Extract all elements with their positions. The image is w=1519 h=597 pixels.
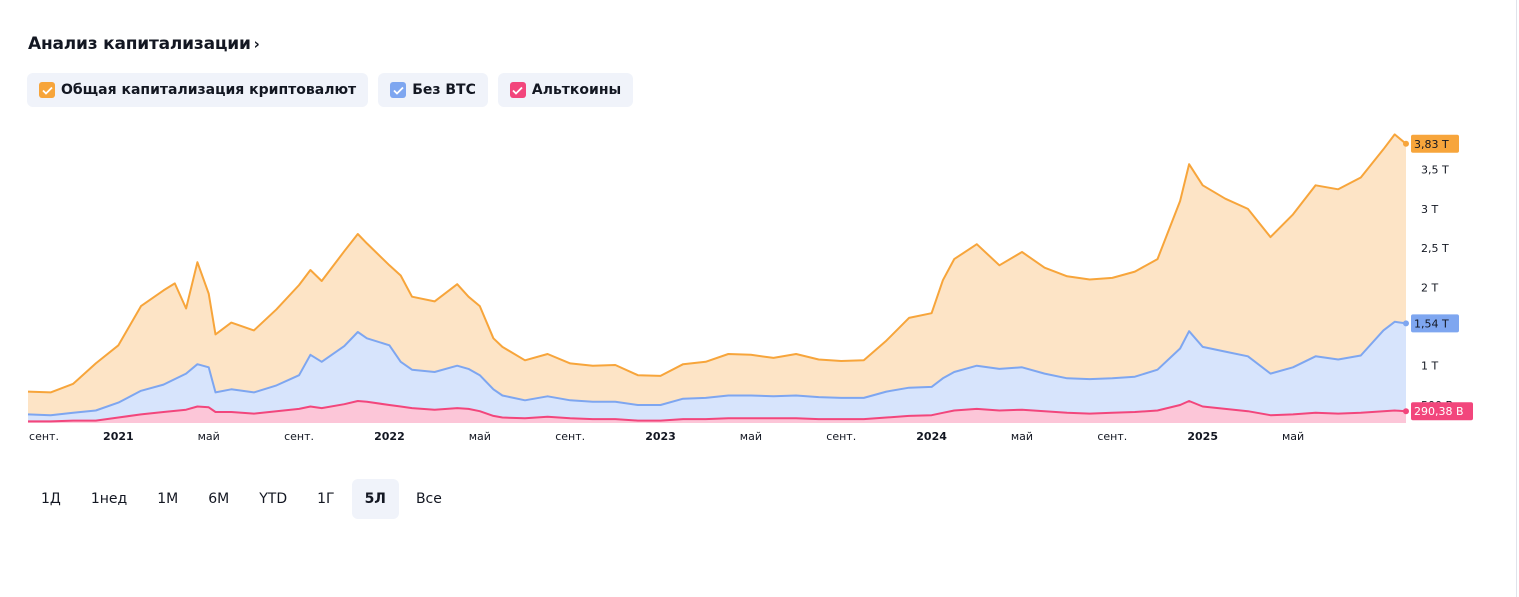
- last-value-badge-no-btc: [1411, 314, 1459, 333]
- x-tick-label: май: [198, 430, 220, 443]
- last-value-badge-altcoins: [1411, 402, 1473, 421]
- last-point-no-btc: [1403, 320, 1409, 327]
- line-no-btc: [27, 320, 1407, 417]
- last-value-label-altcoins: 290,38 B: [1414, 405, 1464, 418]
- legend-toggle-total-cap[interactable]: Общая капитализация криптовалют: [27, 73, 369, 107]
- x-tick-label: 2023: [645, 430, 676, 443]
- range-1y[interactable]: 1Г: [317, 491, 335, 507]
- range-1d[interactable]: 1Д: [41, 491, 61, 507]
- legend-label: Без BTC: [412, 82, 476, 98]
- x-tick-label: сент.: [555, 430, 585, 443]
- last-value-label-no-btc: 1,54 T: [1414, 317, 1449, 330]
- legend-label: Альткоины: [531, 82, 622, 98]
- panel-border: [1516, 0, 1517, 597]
- legend-toggle-altcoins[interactable]: Альткоины: [497, 73, 634, 107]
- x-tick-label: 2024: [916, 430, 947, 443]
- range-6m[interactable]: 6М: [208, 491, 230, 507]
- x-tick-label: 2021: [103, 430, 134, 443]
- line-altcoins: [28, 400, 1407, 423]
- y-tick-label: 3,5 T: [1421, 164, 1449, 177]
- x-tick-label: май: [740, 430, 762, 443]
- x-tick-label: май: [1011, 430, 1033, 443]
- x-tick-label: май: [1282, 430, 1304, 443]
- legend: Общая капитализация криптовалют Без BTC …: [27, 73, 634, 107]
- checkmark-icon: [390, 82, 407, 98]
- range-ytd[interactable]: YTD: [259, 491, 288, 507]
- section-title-text: Анализ капитализации: [28, 34, 251, 54]
- range-5y[interactable]: 5Л: [351, 479, 399, 519]
- x-tick-label: сент.: [1097, 430, 1127, 443]
- range-1m[interactable]: 1М: [157, 491, 179, 507]
- x-tick-label: сент.: [284, 430, 314, 443]
- last-point-altcoins: [1403, 408, 1409, 415]
- checkmark-icon: [509, 82, 526, 98]
- legend-toggle-no-btc[interactable]: Без BTC: [378, 73, 488, 107]
- x-tick-label: 2022: [374, 430, 405, 443]
- section-title[interactable]: Анализ капитализации ›: [28, 34, 260, 54]
- legend-label: Общая капитализация криптовалют: [61, 82, 357, 98]
- range-1w[interactable]: 1нед: [90, 491, 128, 507]
- y-tick-label: 2 T: [1421, 281, 1438, 294]
- x-tick-label: сент.: [29, 430, 59, 443]
- time-range-selector: 1Д 1нед 1М 6М YTD 1Г 5Л Все: [28, 479, 459, 519]
- area-altcoins: [28, 401, 1406, 423]
- x-tick-label: сент.: [826, 430, 856, 443]
- y-tick-label: 2,5 T: [1421, 242, 1449, 255]
- last-value-badge-total-cap: [1411, 134, 1459, 153]
- market-cap-chart[interactable]: 500 B1 T1,5 T2 T2,5 T3 T3,5 T3,83 T1,54 …: [0, 110, 1519, 460]
- line-total-cap: [27, 133, 1407, 394]
- y-tick-label: 3 T: [1421, 203, 1438, 216]
- last-value-label-total-cap: 3,83 T: [1414, 138, 1449, 151]
- last-point-total-cap: [1403, 140, 1409, 147]
- x-tick-label: 2025: [1187, 430, 1218, 443]
- x-tick-label: май: [469, 430, 491, 443]
- area-no-btc: [28, 321, 1406, 423]
- chevron-right-icon: ›: [253, 35, 260, 53]
- y-tick-label: 1 T: [1421, 360, 1438, 373]
- range-all[interactable]: Все: [415, 491, 442, 507]
- checkmark-icon: [39, 82, 55, 98]
